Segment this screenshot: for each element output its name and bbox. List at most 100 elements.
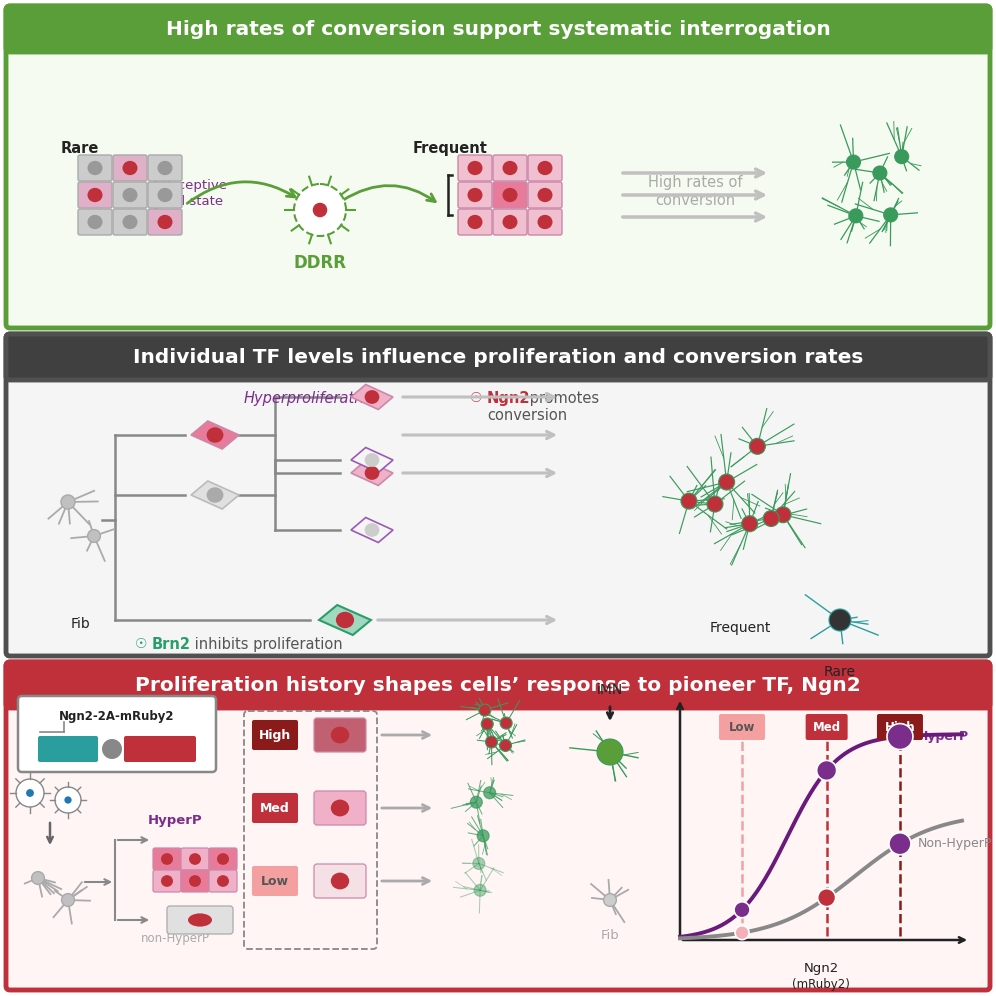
Ellipse shape (88, 215, 103, 229)
Ellipse shape (157, 160, 172, 175)
Polygon shape (351, 384, 393, 409)
Circle shape (818, 888, 836, 906)
FancyBboxPatch shape (148, 209, 182, 235)
Ellipse shape (365, 523, 379, 537)
Ellipse shape (538, 160, 553, 175)
FancyBboxPatch shape (124, 736, 196, 762)
Circle shape (470, 796, 482, 808)
Circle shape (474, 884, 486, 896)
FancyBboxPatch shape (113, 155, 147, 181)
Ellipse shape (336, 612, 355, 628)
Polygon shape (351, 518, 393, 543)
Ellipse shape (467, 188, 482, 202)
Circle shape (477, 830, 489, 842)
Text: conversion: conversion (487, 407, 567, 422)
Polygon shape (191, 421, 239, 449)
Circle shape (484, 787, 496, 799)
Text: Low: Low (729, 720, 755, 733)
Circle shape (55, 787, 81, 813)
Polygon shape (319, 605, 371, 635)
Ellipse shape (365, 390, 379, 403)
Ellipse shape (123, 215, 137, 229)
FancyBboxPatch shape (209, 870, 237, 892)
Circle shape (481, 718, 493, 730)
FancyBboxPatch shape (167, 906, 233, 934)
FancyBboxPatch shape (6, 6, 990, 52)
FancyBboxPatch shape (148, 182, 182, 208)
Text: Proliferation history shapes cells’ response to pioneer TF, Ngn2: Proliferation history shapes cells’ resp… (135, 675, 861, 694)
Text: Frequent: Frequent (412, 140, 487, 155)
Circle shape (735, 925, 749, 939)
Circle shape (479, 704, 491, 716)
Text: promotes: promotes (525, 390, 600, 405)
FancyBboxPatch shape (6, 6, 990, 328)
Text: Med: Med (813, 720, 841, 733)
FancyBboxPatch shape (78, 209, 112, 235)
Ellipse shape (123, 188, 137, 202)
Text: DDRR: DDRR (294, 254, 347, 272)
Text: ☉: ☉ (470, 391, 482, 405)
Text: High rates of: High rates of (647, 174, 742, 189)
Circle shape (61, 495, 75, 509)
Circle shape (734, 901, 750, 917)
Text: Ngn2-2A-mRuby2: Ngn2-2A-mRuby2 (59, 709, 174, 722)
FancyBboxPatch shape (113, 182, 147, 208)
Circle shape (473, 858, 485, 870)
Circle shape (32, 872, 45, 884)
Circle shape (707, 496, 723, 512)
FancyBboxPatch shape (6, 334, 990, 380)
Ellipse shape (217, 875, 229, 886)
Ellipse shape (467, 215, 482, 229)
FancyBboxPatch shape (458, 155, 492, 181)
Circle shape (88, 530, 101, 543)
FancyBboxPatch shape (153, 870, 181, 892)
Text: High: High (259, 728, 291, 741)
Polygon shape (351, 460, 393, 485)
Circle shape (102, 739, 122, 759)
FancyBboxPatch shape (458, 182, 492, 208)
Text: Med: Med (260, 802, 290, 815)
Text: HyperP: HyperP (147, 814, 202, 827)
Circle shape (719, 474, 735, 490)
Circle shape (16, 779, 44, 807)
Text: Ngn2: Ngn2 (487, 390, 531, 405)
FancyBboxPatch shape (528, 209, 562, 235)
Circle shape (887, 723, 913, 750)
Text: Ngn2: Ngn2 (804, 962, 839, 975)
FancyBboxPatch shape (6, 662, 990, 708)
Circle shape (62, 893, 75, 906)
FancyBboxPatch shape (528, 155, 562, 181)
Ellipse shape (503, 160, 518, 175)
Ellipse shape (538, 188, 553, 202)
Circle shape (763, 511, 779, 527)
Circle shape (894, 149, 908, 163)
Text: Frequent: Frequent (709, 621, 771, 635)
Text: Fib: Fib (70, 617, 90, 631)
FancyBboxPatch shape (314, 718, 366, 752)
Text: Receptive
cell state: Receptive cell state (162, 178, 228, 207)
Text: inhibits proliferation: inhibits proliferation (190, 636, 343, 651)
Circle shape (872, 166, 886, 180)
FancyBboxPatch shape (252, 866, 298, 896)
Text: Fib: Fib (601, 928, 620, 941)
Circle shape (742, 516, 758, 532)
FancyBboxPatch shape (528, 182, 562, 208)
Ellipse shape (503, 215, 518, 229)
Ellipse shape (161, 854, 173, 865)
Ellipse shape (88, 160, 103, 175)
Text: (mRuby2): (mRuby2) (792, 978, 850, 991)
Circle shape (597, 739, 623, 765)
FancyBboxPatch shape (38, 736, 98, 762)
Ellipse shape (467, 160, 482, 175)
FancyBboxPatch shape (153, 848, 181, 870)
Text: HyperP: HyperP (918, 730, 969, 743)
Ellipse shape (331, 872, 350, 889)
FancyBboxPatch shape (78, 155, 112, 181)
Text: Brn2: Brn2 (152, 636, 191, 651)
Ellipse shape (503, 188, 518, 202)
Text: High rates of conversion support systematic interrogation: High rates of conversion support systema… (165, 20, 831, 39)
Circle shape (829, 609, 851, 631)
FancyBboxPatch shape (18, 696, 216, 772)
Ellipse shape (88, 188, 103, 202)
Circle shape (883, 208, 897, 222)
